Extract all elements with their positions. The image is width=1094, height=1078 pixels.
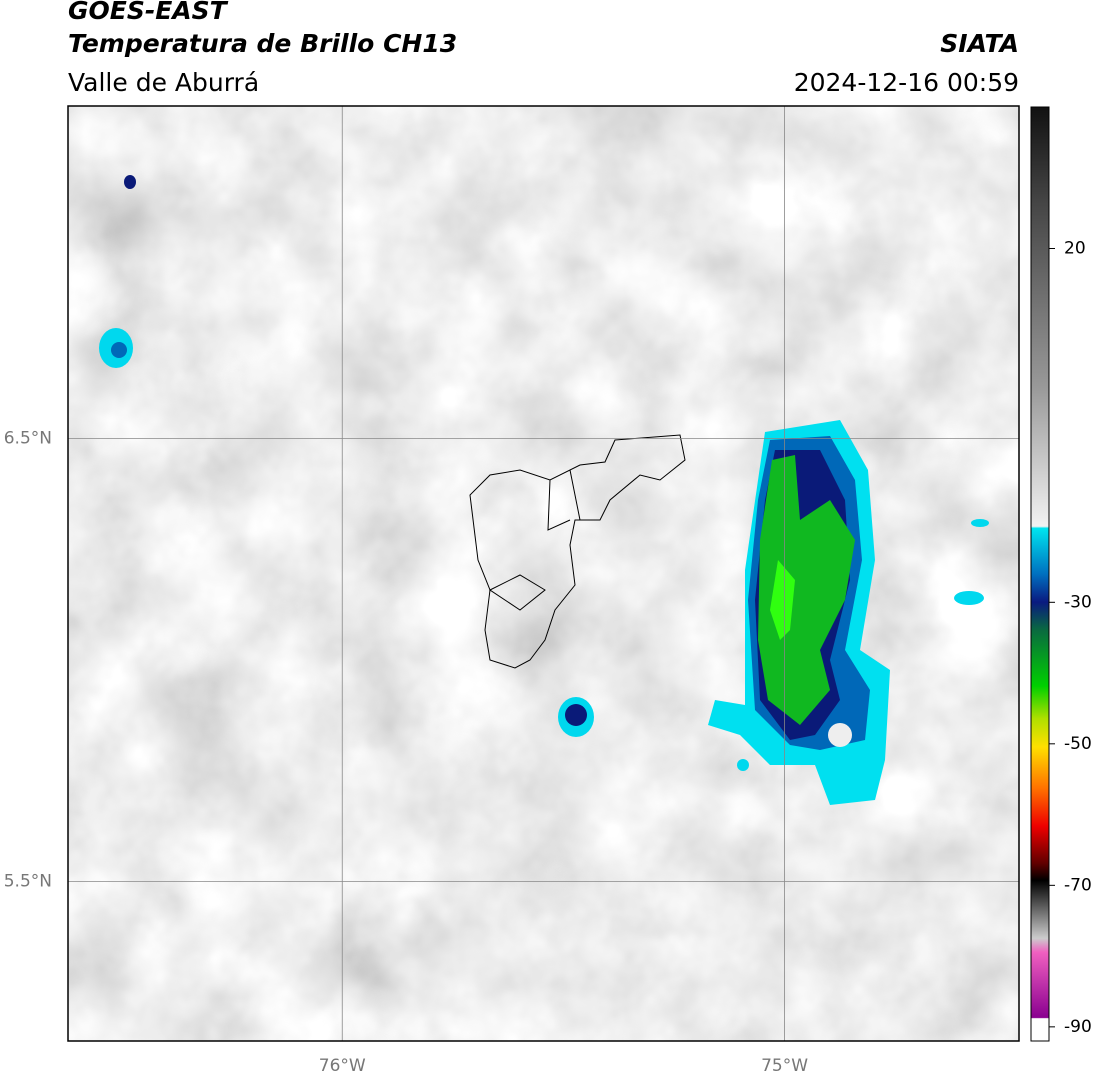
cell	[971, 519, 989, 527]
cloud-hole	[828, 723, 852, 747]
cloud-green	[758, 455, 855, 725]
colorbar-tick-label: -70	[1064, 875, 1092, 895]
cloud-peak	[770, 560, 795, 640]
y-tick-label: 6.5°N	[4, 428, 52, 448]
colorbar-tick-label: -30	[1064, 592, 1092, 612]
cell-core	[565, 704, 587, 726]
colorbar	[1030, 106, 1050, 1042]
product-title: Temperatura de Brillo CH13	[68, 29, 457, 58]
cell-core	[111, 342, 127, 358]
agency-title: SIATA	[940, 29, 1019, 58]
x-tick-label: 76°W	[319, 1056, 366, 1076]
grid	[68, 106, 1019, 1041]
valley-outline	[469, 434, 686, 669]
y-tick-label: 5.5°N	[4, 871, 52, 891]
x-tick-label: 75°W	[761, 1056, 808, 1076]
map-frame	[67, 105, 1020, 1042]
datetime: 2024-12-16 00:59	[794, 68, 1019, 97]
cell	[737, 759, 749, 771]
brightness-field	[68, 106, 1019, 1041]
satellite-title: GOES-EAST	[68, 0, 229, 25]
colorbar-tick-label: -90	[1064, 1017, 1092, 1037]
cell	[124, 175, 136, 189]
colorbar-tick-label: 20	[1064, 239, 1086, 259]
map-image	[68, 106, 1019, 1041]
region-subtitle: Valle de Aburrá	[68, 68, 259, 97]
cell	[954, 591, 984, 605]
colorbar-tick-label: -50	[1064, 734, 1092, 754]
